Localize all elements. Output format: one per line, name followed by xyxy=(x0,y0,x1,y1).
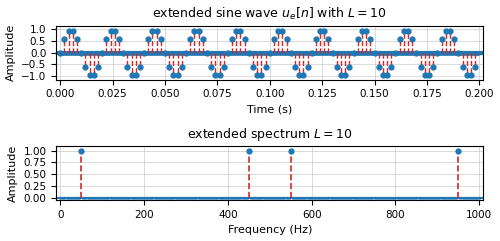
Title: extended spectrum $L = 10$: extended spectrum $L = 10$ xyxy=(187,126,352,143)
Y-axis label: Amplitude: Amplitude xyxy=(8,145,18,202)
X-axis label: Time (s): Time (s) xyxy=(247,105,292,115)
Title: extended sine wave $u_e[n]$ with $L = 10$: extended sine wave $u_e[n]$ with $L = 10… xyxy=(152,6,387,22)
Y-axis label: Amplitude: Amplitude xyxy=(6,24,16,81)
X-axis label: Frequency (Hz): Frequency (Hz) xyxy=(228,225,312,235)
